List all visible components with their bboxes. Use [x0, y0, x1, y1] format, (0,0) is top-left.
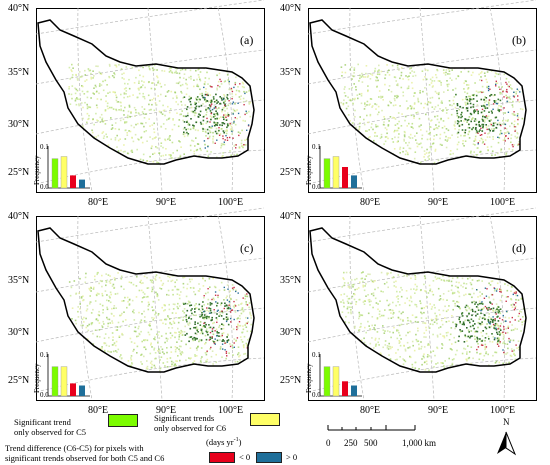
scale-tick-500: 500	[364, 438, 378, 448]
legend-pos-label: > 0	[286, 452, 298, 462]
lon-label: 80°E	[88, 405, 109, 416]
inset-ytick: 0.1	[40, 143, 49, 151]
inset-ylabel: Frequency	[33, 155, 41, 185]
lat-label: 30°N	[280, 327, 302, 338]
inset-ylabel: Frequency	[33, 363, 41, 393]
inset-bar-1	[60, 366, 68, 397]
lat-label: 30°N	[8, 327, 30, 338]
map-frame-d	[307, 207, 537, 401]
map-frame-a	[35, 0, 265, 193]
inset-ytick: 0.0	[312, 183, 321, 191]
lat-label: 30°N	[280, 119, 302, 130]
map-panel-c: 40°N 35°N 30°N 25°N 80°E 90°E 100°E (c) 0.1 0.0 Fr…	[8, 207, 270, 420]
inset-bar-3	[79, 179, 85, 188]
inset-bar-2	[342, 381, 348, 396]
map-frame-b	[307, 0, 537, 193]
lon-label: 90°E	[428, 405, 449, 416]
legend-neg-swatch	[209, 452, 235, 463]
inset-ytick: 0.0	[40, 391, 49, 399]
inset-ytick: 0.0	[40, 183, 49, 191]
inset-bar-0	[51, 366, 59, 397]
inset-bar-1	[332, 156, 340, 189]
map-frame-c	[35, 207, 265, 401]
legend-c5-swatch	[108, 414, 138, 427]
lat-label: 35°N	[8, 275, 30, 286]
lon-label: 80°E	[360, 197, 381, 208]
lat-label: 25°N	[280, 167, 302, 178]
panel-label: (c)	[240, 241, 254, 255]
lon-label: 90°E	[156, 405, 177, 416]
inset-ytick: 0.1	[312, 143, 321, 151]
lon-label: 100°E	[490, 197, 516, 208]
inset-bar-1	[332, 366, 340, 397]
inset-ylabel: Frequency	[305, 363, 313, 393]
lat-label: 35°N	[8, 67, 30, 78]
lat-label: 25°N	[8, 167, 30, 178]
inset-bar-3	[79, 385, 85, 396]
panel-label: (d)	[512, 241, 526, 255]
inset-ytick: 0.1	[40, 351, 49, 359]
north-label: N	[503, 417, 510, 427]
legend-unit: (days yr-1)	[206, 436, 242, 447]
inset-ylabel: Frequency	[305, 155, 313, 185]
lat-label: 35°N	[280, 275, 302, 286]
legend-pos-swatch	[256, 452, 282, 463]
lon-label: 90°E	[156, 197, 177, 208]
map-panel-b: 40°N 35°N 30°N 25°N 80°E 90°E 100°E (b) 0.1 0.0 Fr…	[280, 0, 542, 212]
lon-label: 100°E	[218, 405, 244, 416]
scale-tick-1000: 1,000 km	[402, 438, 437, 448]
inset-ytick: 0.0	[312, 391, 321, 399]
legend-neg-label: < 0	[239, 452, 251, 462]
map-panel-d: 40°N 35°N 30°N 25°N 80°E 90°E 100°E (d) 0.1 0.0 Fr…	[280, 207, 542, 420]
inset-bar-1	[60, 156, 68, 189]
inset-bar-3	[351, 175, 357, 188]
panel-label: (a)	[240, 33, 254, 47]
legend-c5-text: Significant trend only observed for C5	[14, 417, 87, 437]
lon-label: 100°E	[218, 197, 244, 208]
lon-label: 90°E	[428, 197, 449, 208]
lon-label: 80°E	[88, 197, 109, 208]
lat-label: 30°N	[8, 119, 30, 130]
inset-bar-0	[323, 158, 331, 189]
legend-diff-text: Trend difference (C6-C5) for pixels with…	[5, 443, 165, 463]
lon-label: 80°E	[360, 405, 381, 416]
inset-ytick: 0.1	[312, 351, 321, 359]
lat-label: 25°N	[8, 375, 30, 386]
inset-bar-2	[70, 383, 76, 396]
panel-label: (b)	[512, 33, 526, 47]
lat-label: 40°N	[8, 3, 30, 14]
scale-tick-250: 250	[344, 438, 358, 448]
inset-bar-2	[70, 175, 76, 188]
scale-tick-0: 0	[326, 438, 331, 448]
lat-label: 40°N	[8, 211, 30, 222]
lat-label: 40°N	[280, 3, 302, 14]
map-panel-a: 40°N 35°N 30°N 25°N 80°E 90°E 100°E (a) 0.1 0.0 Fr…	[8, 0, 270, 212]
inset-bar-3	[351, 385, 357, 396]
lat-label: 35°N	[280, 67, 302, 78]
legend-c6-text: Significant trends only observed for C6	[154, 413, 227, 433]
lon-label: 100°E	[490, 405, 516, 416]
lat-label: 40°N	[280, 211, 302, 222]
north-arrow-icon	[497, 431, 517, 456]
inset-bar-2	[342, 167, 348, 188]
lat-label: 25°N	[280, 375, 302, 386]
legend-c6-swatch	[250, 413, 280, 426]
inset-bar-0	[51, 158, 59, 189]
inset-bar-0	[323, 366, 331, 397]
